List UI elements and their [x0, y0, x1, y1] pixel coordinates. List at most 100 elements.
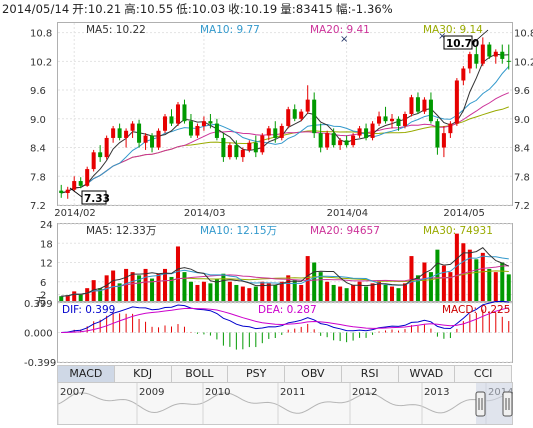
quote-open: 开:10.21 [72, 2, 122, 16]
tab-rsi[interactable]: RSI [341, 366, 399, 382]
price-tick-right: 9.0 [514, 115, 530, 126]
candle-body [78, 181, 83, 186]
volume-bar [163, 268, 168, 301]
price-ma10-line [61, 66, 510, 194]
volume-bar [169, 276, 174, 301]
candle-body [500, 51, 505, 59]
volume-bar [137, 275, 142, 301]
price-tick-right: 10.2 [514, 57, 533, 68]
volume-tick: 24 [40, 220, 53, 231]
volume-bar [441, 265, 446, 301]
volume-bar [448, 272, 453, 301]
candle-body [292, 109, 297, 119]
volume-bar [415, 275, 420, 301]
volume-bar [480, 252, 485, 301]
date-tick: 2014/05 [443, 208, 485, 219]
volume-bar [402, 283, 407, 301]
macd-legend-macd: MACD: 0.225 [442, 304, 510, 316]
candle-body [312, 99, 317, 134]
volume-bar [266, 283, 271, 301]
low-callout-label: 7.33 [84, 193, 110, 205]
volume-bar [195, 284, 200, 301]
candle-body [487, 44, 492, 57]
tab-psy[interactable]: PSY [228, 366, 285, 382]
year-label: 2009 [139, 387, 164, 398]
quote-header: 2014/05/14 开:10.21 高:10.55 低:10.03 收:10.19 量:… [2, 1, 396, 17]
candle-body [467, 54, 472, 69]
volume-bar [273, 284, 278, 301]
candle-body [506, 60, 511, 62]
macd-axis: 0.399 0.000 -0.399 [24, 299, 56, 369]
candle-body [266, 128, 271, 136]
tab-cci[interactable]: CCI [455, 366, 512, 382]
candle-body [143, 135, 148, 143]
legend-ma20: MA20: 9.41 [310, 24, 370, 36]
volume-bar [72, 291, 77, 301]
volume-bar [182, 272, 187, 301]
candle-body [208, 121, 213, 124]
volume-bar [260, 281, 265, 301]
volume-bar [305, 256, 310, 301]
candle-body [104, 137, 109, 158]
candle-body [260, 135, 265, 153]
candle-body [273, 128, 278, 138]
candle-body [163, 116, 168, 131]
volume-bar [65, 295, 70, 301]
candle-body [201, 121, 206, 126]
high-callout-label: 10.70 [446, 38, 479, 50]
candle-body [351, 135, 356, 146]
price-tick-left: 9.6 [30, 86, 46, 97]
volume-bar [370, 283, 375, 301]
candle-body [370, 123, 375, 138]
volume-bar [454, 233, 459, 301]
volume-legend-ma30: MA30: 74931 [423, 225, 493, 237]
price-ma20-line [61, 92, 509, 194]
candle-body [474, 54, 479, 64]
candle-body [448, 123, 453, 134]
quote-close: 收:10.19 [228, 2, 278, 16]
price-tick-left: 7.2 [30, 201, 46, 212]
overview-strip[interactable] [57, 382, 513, 425]
overview-years: 2007200920102011201220132014 [57, 383, 513, 424]
tab-boll[interactable]: BOLL [171, 366, 229, 382]
overview-price-line [57, 392, 513, 414]
candle-body [383, 116, 388, 122]
volume-bar [286, 275, 291, 301]
candle-body [338, 140, 343, 146]
volume-bars [59, 233, 511, 301]
candle-body [240, 149, 245, 158]
tab-macd[interactable]: MACD [57, 366, 115, 382]
volume-bar [474, 259, 479, 301]
range-selector[interactable] [475, 383, 513, 424]
volume-bar [383, 284, 388, 301]
volume-bar [221, 273, 226, 301]
candle-body [364, 128, 369, 138]
candle-body [150, 135, 155, 148]
low-callout: 7.33 [69, 187, 110, 205]
range-handle-left[interactable] [475, 391, 486, 417]
candle-body [325, 133, 330, 148]
macd-legend-dif: DIF: 0.399 [62, 304, 115, 316]
tab-kdj[interactable]: KDJ [114, 366, 172, 382]
candle-body [195, 125, 200, 136]
volume-axis: 24 18 12 6 2 [40, 220, 53, 302]
macd-legend-dea: DEA: 0.287 [258, 304, 317, 316]
volume-bar [279, 281, 284, 301]
candle-body [130, 123, 135, 131]
volume-bar [292, 280, 297, 301]
range-handle-right[interactable] [502, 391, 513, 417]
candle-body [175, 104, 180, 124]
volume-bar [422, 262, 427, 301]
volume-bar [234, 284, 239, 301]
macd-tick: 0.399 [24, 299, 53, 310]
candle-body [91, 152, 96, 170]
high-callout: 10.70 [443, 29, 489, 50]
tab-wvad[interactable]: WVAD [398, 366, 456, 382]
tab-obv[interactable]: OBV [285, 366, 342, 382]
quote-date: 2014/05/14 [2, 2, 70, 16]
year-label: 2011 [280, 387, 305, 398]
candle-body [65, 189, 70, 194]
macd-panel [57, 302, 513, 363]
candle-body [156, 130, 161, 148]
